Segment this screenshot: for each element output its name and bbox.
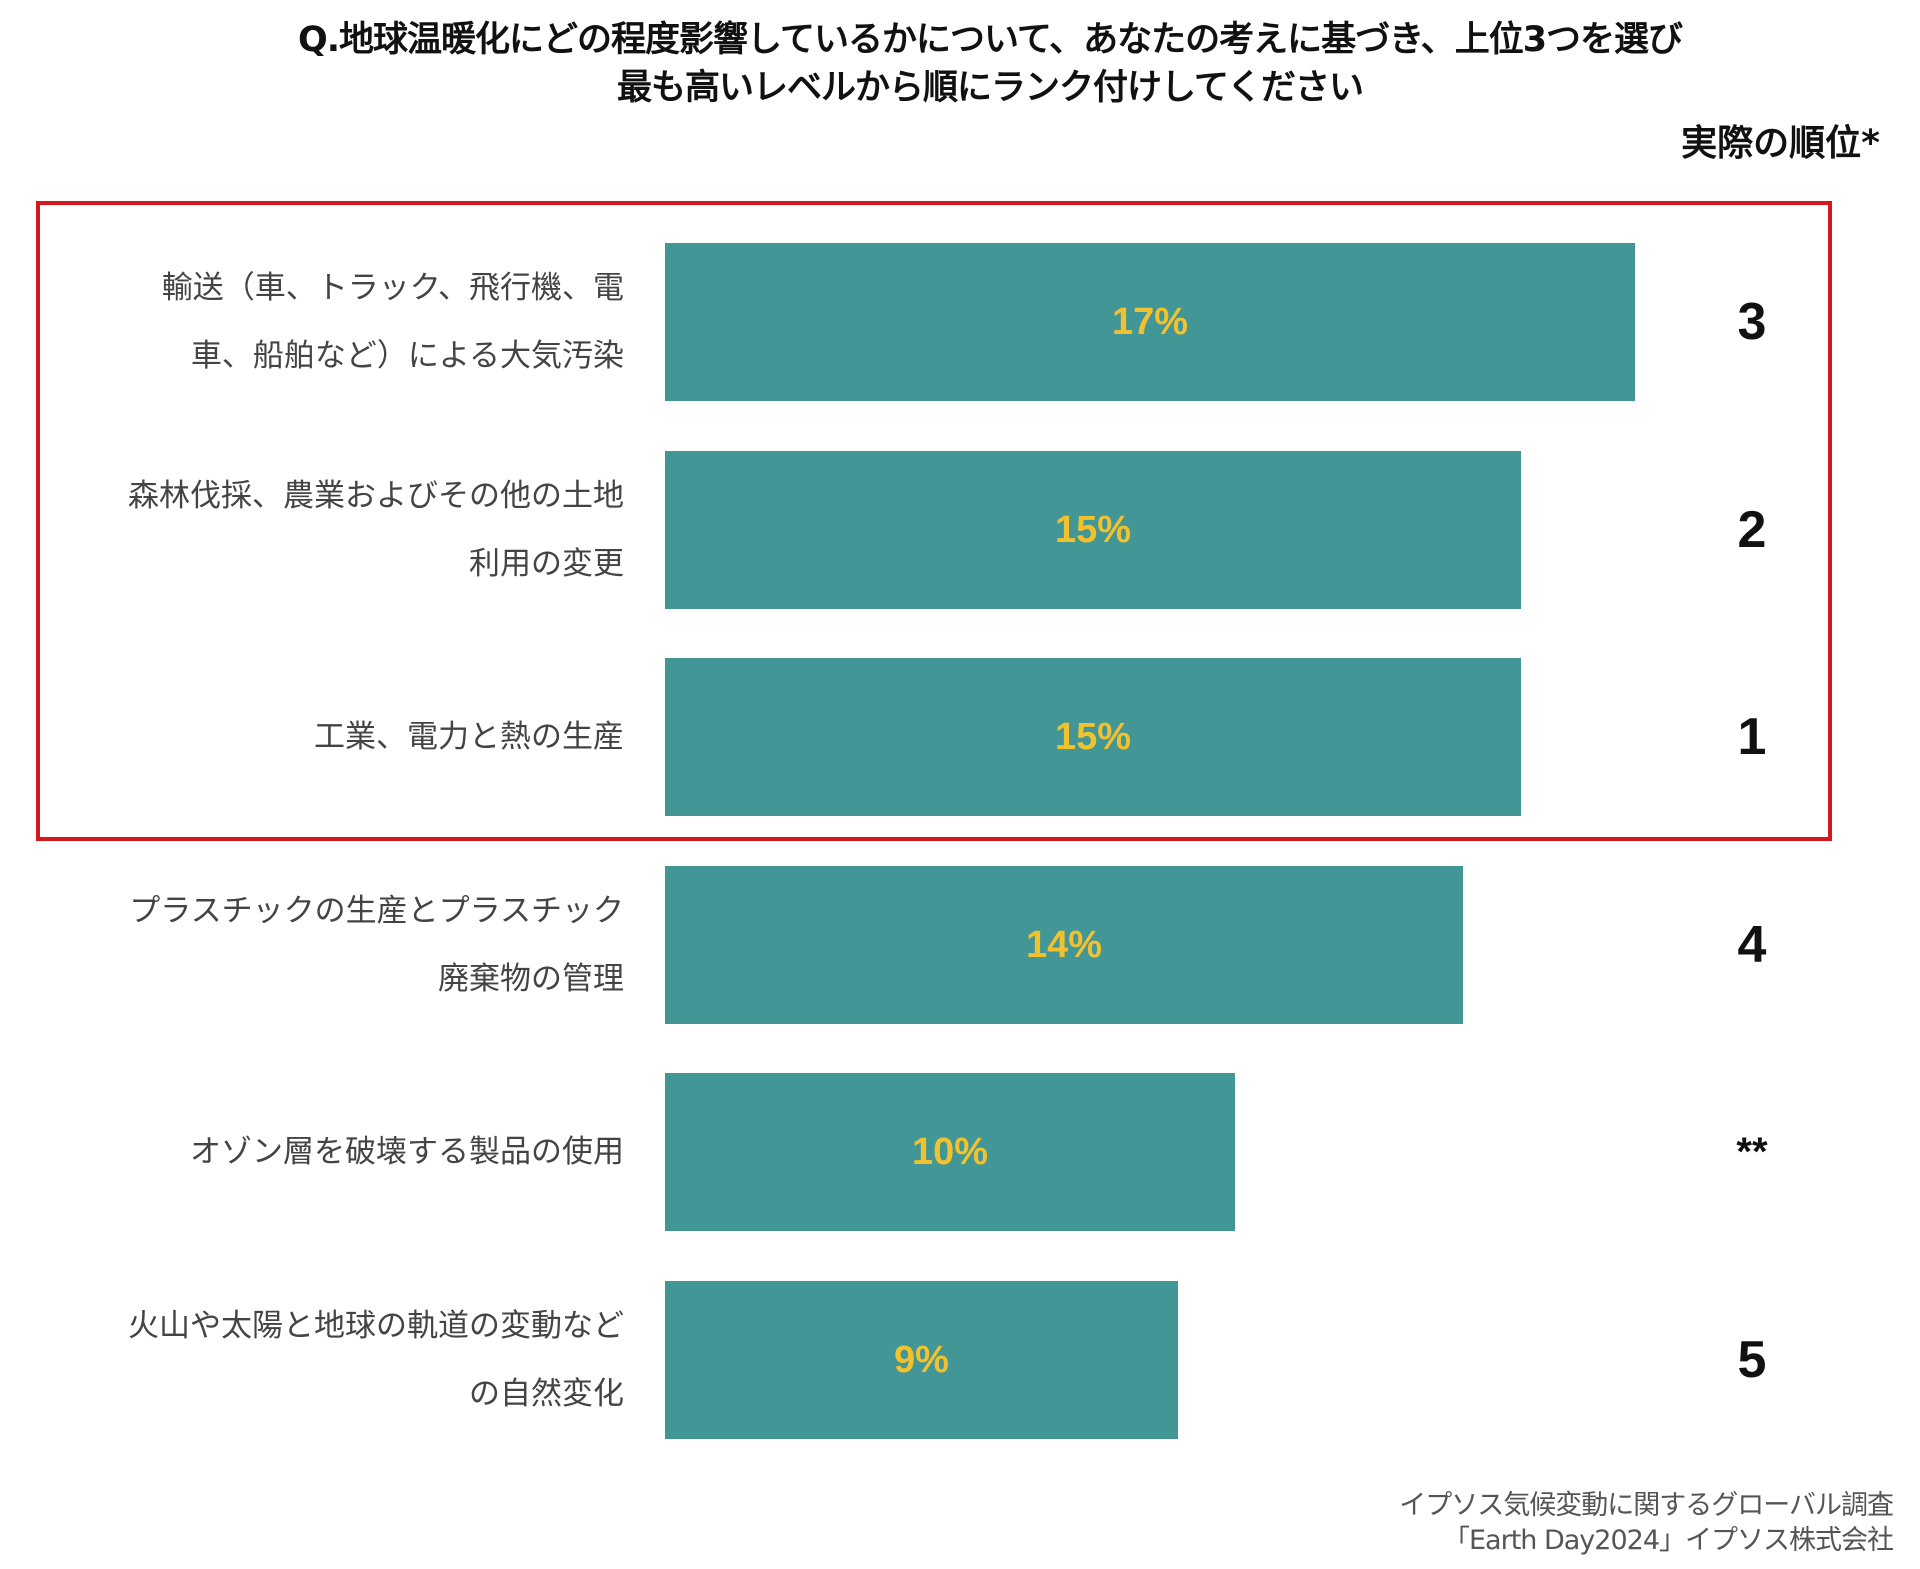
category-label: オゾン層を破壊する製品の使用 [40, 1073, 624, 1231]
category-label: 火山や太陽と地球の軌道の変動など の自然変化 [40, 1281, 624, 1439]
bar: 17% [665, 243, 1635, 401]
category-label-line: 火山や太陽と地球の軌道の変動など [128, 1308, 624, 1344]
chart-title-line-2: 最も高いレベルから順にランク付けしてください [617, 68, 1364, 108]
actual-rank-value: 4 [1737, 916, 1767, 974]
bar: 15% [665, 658, 1521, 816]
category-label: 森林伐採、農業およびその他の土地 利用の変更 [40, 451, 624, 609]
category-label: プラスチックの生産とプラスチック 廃棄物の管理 [40, 866, 624, 1024]
category-label-line: の自然変化 [469, 1376, 624, 1412]
category-label: 輸送（車、トラック、飛行機、電 車、船舶など）による大気汚染 [40, 243, 624, 401]
bar-value-label: 17% [1111, 300, 1189, 343]
bar-value-label: 9% [894, 1338, 949, 1381]
bar-row: プラスチックの生産とプラスチック 廃棄物の管理 14% 4 [0, 866, 1920, 1024]
bar: 10% [665, 1073, 1235, 1231]
actual-rank-value: 5 [1737, 1331, 1767, 1389]
actual-rank-value: 3 [1737, 293, 1767, 351]
bar: 9% [665, 1281, 1178, 1439]
category-label-line: 森林伐採、農業およびその他の土地 [128, 478, 624, 514]
category-label-line: オゾン層を破壊する製品の使用 [190, 1134, 624, 1170]
bar-row: 森林伐採、農業およびその他の土地 利用の変更 15% 2 [0, 451, 1920, 609]
source-footer: イプソス気候変動に関するグローバル調査 「Earth Day2024」イプソス株… [1399, 1488, 1894, 1558]
bar-value-label: 15% [1054, 508, 1132, 551]
bar-row: 輸送（車、トラック、飛行機、電 車、船舶など）による大気汚染 17% 3 [0, 243, 1920, 401]
actual-rank-header: 実際の順位* [1681, 123, 1880, 164]
category-label-line: 利用の変更 [469, 546, 624, 582]
bar: 15% [665, 451, 1521, 609]
category-label-line: 車、船舶など）による大気汚染 [190, 338, 624, 374]
chart-title-line-1: Q.地球温暖化にどの程度影響しているかについて、あなたの考えに基づき、上位3つを… [297, 20, 1683, 60]
category-label: 工業、電力と熱の生産 [40, 658, 624, 816]
source-footer-line-1: イプソス気候変動に関するグローバル調査 [1399, 1490, 1894, 1521]
top-three-highlight-box [36, 201, 1832, 841]
bar-value-label: 10% [911, 1130, 989, 1173]
actual-rank-value: 2 [1737, 501, 1767, 559]
category-label-line: プラスチックの生産とプラスチック [129, 893, 624, 929]
actual-rank-value: 1 [1737, 708, 1767, 766]
source-footer-line-2: 「Earth Day2024」イプソス株式会社 [1442, 1525, 1894, 1556]
category-label-line: 工業、電力と熱の生産 [314, 719, 624, 755]
bar-value-label: 15% [1054, 715, 1132, 758]
category-label-line: 輸送（車、トラック、飛行機、電 [161, 270, 624, 306]
bar-row: 火山や太陽と地球の軌道の変動など の自然変化 9% 5 [0, 1281, 1920, 1439]
bar-row: オゾン層を破壊する製品の使用 10% ** [0, 1073, 1920, 1231]
actual-rank-value: ** [1736, 1129, 1768, 1174]
bar-row: 工業、電力と熱の生産 15% 1 [0, 658, 1920, 816]
category-label-line: 廃棄物の管理 [438, 961, 624, 997]
bar-value-label: 14% [1025, 923, 1103, 966]
bar: 14% [665, 866, 1463, 1024]
chart-title: Q.地球温暖化にどの程度影響しているかについて、あなたの考えに基づき、上位3つを… [0, 16, 1920, 112]
